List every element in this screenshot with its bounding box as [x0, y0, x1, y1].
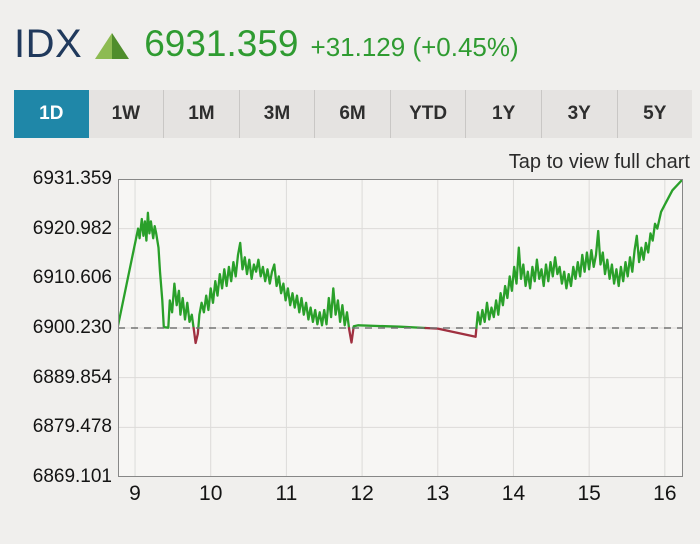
- ticker-symbol: IDX: [14, 21, 83, 66]
- y-axis-label: 6900.230: [32, 317, 112, 338]
- tab-1d[interactable]: 1D: [14, 90, 89, 138]
- y-axis-label: 6920.982: [32, 217, 112, 239]
- series-segment-below-close: [424, 326, 478, 338]
- x-axis-label: 9: [129, 482, 141, 505]
- x-axis-label: 15: [577, 482, 601, 505]
- tab-5y[interactable]: 5Y: [616, 90, 693, 138]
- y-axis-label: 6910.606: [32, 267, 112, 289]
- tab-6m[interactable]: 6M: [314, 90, 390, 138]
- y-axis-label: 6889.854: [32, 366, 112, 388]
- series-segment-above-close: [116, 211, 195, 330]
- x-axis-label: 13: [426, 482, 450, 505]
- quote-header: IDX 6931.359 +31.129 (+0.45%): [14, 14, 519, 74]
- tab-ytd[interactable]: YTD: [389, 90, 466, 138]
- tab-1m[interactable]: 1M: [163, 90, 239, 138]
- tab-3m[interactable]: 3M: [238, 90, 315, 138]
- series-segment-above-close: [197, 241, 351, 330]
- range-tab-bar: 1D 1W 1M 3M 6M YTD 1Y 3Y 5Y: [14, 90, 692, 138]
- price-change: +31.129 (+0.45%): [310, 31, 519, 62]
- price-chart-canvas[interactable]: [116, 177, 685, 478]
- y-axis-label: 6869.101: [32, 466, 112, 487]
- y-axis-label: 6931.359: [32, 168, 112, 189]
- x-axis-label: 10: [199, 482, 223, 505]
- tab-3y[interactable]: 3Y: [540, 90, 617, 138]
- price-chart[interactable]: [116, 177, 685, 478]
- x-axis-label: 11: [275, 482, 298, 505]
- y-axis-label: 6879.478: [32, 416, 112, 438]
- series-segment-below-close: [192, 326, 200, 345]
- tab-1w[interactable]: 1W: [111, 103, 141, 124]
- tab-1y[interactable]: 1Y: [465, 90, 541, 138]
- series-segment-below-close: [347, 326, 355, 344]
- series-segment-above-close: [352, 324, 427, 330]
- series-segment-above-close: [475, 177, 685, 330]
- chart-hint-label: Tap to view full chart: [508, 151, 690, 173]
- x-axis-label: 16: [653, 482, 677, 505]
- x-axis-label: 12: [350, 482, 374, 505]
- x-axis-label: 14: [501, 482, 526, 505]
- up-triangle-icon: [95, 33, 130, 59]
- last-price: 6931.359: [144, 23, 299, 64]
